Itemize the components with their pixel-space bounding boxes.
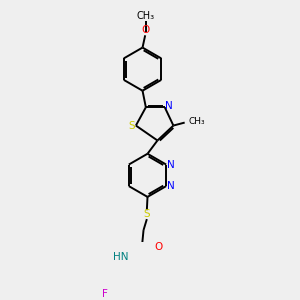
- Text: S: S: [128, 121, 135, 130]
- Text: O: O: [142, 25, 150, 35]
- Text: N: N: [167, 160, 175, 170]
- Text: F: F: [102, 289, 108, 299]
- Text: N: N: [167, 181, 175, 191]
- Text: HN: HN: [113, 252, 129, 262]
- Text: CH₃: CH₃: [137, 11, 155, 21]
- Text: N: N: [165, 100, 173, 111]
- Text: CH₃: CH₃: [189, 117, 205, 126]
- Text: O: O: [155, 242, 163, 252]
- Text: S: S: [143, 209, 150, 220]
